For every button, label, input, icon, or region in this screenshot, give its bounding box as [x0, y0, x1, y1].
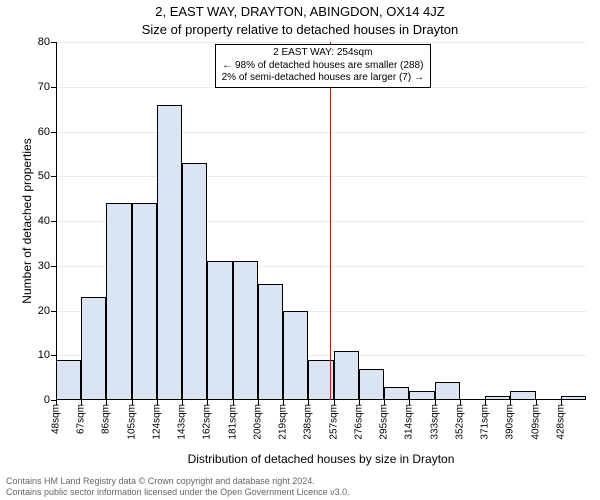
y-tick-mark [51, 311, 56, 312]
y-tick-mark [51, 355, 56, 356]
y-tick-label: 70 [38, 81, 50, 93]
y-tick-mark [51, 176, 56, 177]
x-tick-label: 295sqm [379, 404, 390, 440]
y-tick-mark [51, 132, 56, 133]
histogram-bar [157, 105, 182, 400]
histogram-bar [81, 297, 106, 400]
y-tick-label: 20 [38, 305, 50, 317]
y-tick-label: 30 [38, 260, 50, 272]
grid-line [56, 42, 586, 43]
x-tick-label: 428sqm [555, 404, 566, 440]
histogram-bar [233, 261, 258, 400]
histogram-bar [283, 311, 308, 401]
y-tick-label: 60 [38, 126, 50, 138]
y-tick-label: 80 [38, 36, 50, 48]
grid-line [56, 132, 586, 133]
y-tick-label: 10 [38, 349, 50, 361]
annotation-right: 2% of semi-detached houses are larger (7… [222, 72, 424, 85]
x-tick-label: 333sqm [429, 404, 440, 440]
footer-credits: Contains HM Land Registry data © Crown c… [6, 476, 350, 498]
x-tick-label: 390sqm [505, 404, 516, 440]
histogram-bar [182, 163, 207, 400]
x-tick-label: 409sqm [530, 404, 541, 440]
x-tick-label: 276sqm [353, 404, 364, 440]
reference-line [330, 42, 331, 400]
y-tick-mark [51, 42, 56, 43]
annotation-left: ← 98% of detached houses are smaller (28… [222, 60, 424, 73]
y-tick-label: 50 [38, 170, 50, 182]
histogram-bar [435, 382, 460, 400]
grid-line [56, 176, 586, 177]
x-tick-label: 238sqm [303, 404, 314, 440]
y-axis-label: Number of detached properties [20, 42, 34, 400]
x-tick-label: 219sqm [278, 404, 289, 440]
histogram-bar [258, 284, 283, 400]
x-tick-label: 371sqm [480, 404, 491, 440]
histogram-bar [359, 369, 384, 400]
annotation-box: 2 EAST WAY: 254sqm← 98% of detached hous… [215, 44, 431, 88]
x-tick-label: 200sqm [252, 404, 263, 440]
histogram-bar [334, 351, 359, 400]
x-tick-label: 105sqm [126, 404, 137, 440]
x-tick-label: 257sqm [328, 404, 339, 440]
y-tick-label: 40 [38, 215, 50, 227]
y-tick-mark [51, 266, 56, 267]
x-tick-label: 143sqm [177, 404, 188, 440]
y-tick-mark [51, 221, 56, 222]
plot-area: 0102030405060708048sqm67sqm86sqm105sqm12… [56, 42, 586, 400]
chart-container: 2, EAST WAY, DRAYTON, ABINGDON, OX14 4JZ… [0, 0, 600, 500]
y-tick-label: 0 [44, 394, 50, 406]
histogram-bar [485, 396, 510, 400]
histogram-bar [106, 203, 131, 400]
x-axis-label: Distribution of detached houses by size … [56, 452, 586, 466]
histogram-bar [384, 387, 409, 400]
histogram-bar [510, 391, 535, 400]
histogram-bar [132, 203, 157, 400]
x-tick-label: 124sqm [151, 404, 162, 440]
x-tick-label: 48sqm [51, 404, 62, 434]
histogram-bar [409, 391, 434, 400]
y-tick-mark [51, 87, 56, 88]
x-tick-label: 352sqm [454, 404, 465, 440]
x-tick-label: 181sqm [227, 404, 238, 440]
footer-line-1: Contains HM Land Registry data © Crown c… [6, 476, 350, 487]
title-subtitle: Size of property relative to detached ho… [0, 22, 600, 37]
histogram-bar [561, 396, 586, 400]
histogram-bar [56, 360, 81, 400]
x-tick-label: 162sqm [202, 404, 213, 440]
x-tick-label: 86sqm [101, 404, 112, 434]
annotation-title: 2 EAST WAY: 254sqm [222, 47, 424, 60]
title-address: 2, EAST WAY, DRAYTON, ABINGDON, OX14 4JZ [0, 4, 600, 19]
x-tick-label: 67sqm [76, 404, 87, 434]
histogram-bar [207, 261, 232, 400]
footer-line-3: Contains public sector information licen… [6, 487, 350, 498]
x-tick-label: 314sqm [404, 404, 415, 440]
